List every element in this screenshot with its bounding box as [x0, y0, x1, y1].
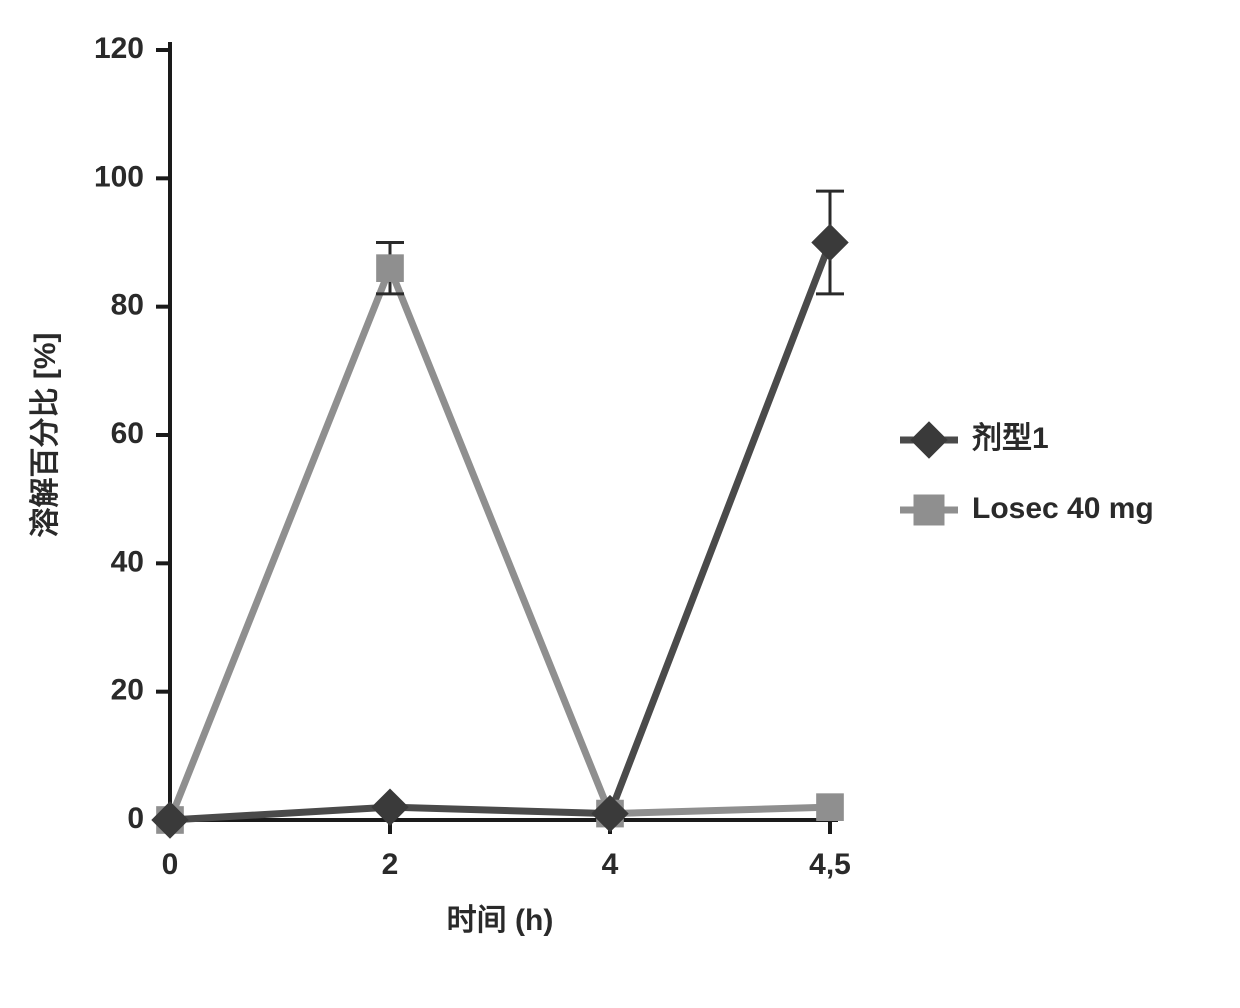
- x-axis-label: 时间 (h): [447, 904, 554, 937]
- y-axis-label: 溶解百分比 [%]: [28, 333, 62, 538]
- legend-label: 剂型1: [972, 422, 1049, 455]
- y-tick-label: 60: [111, 417, 144, 450]
- y-tick-label: 40: [111, 545, 144, 578]
- x-tick-label: 4: [602, 848, 619, 881]
- dissolution-chart: 0 20 40 60 80 100 120 0 2 4 4,5 时间 (h) 溶解百分比 [%] 剂型1 L…: [0, 0, 1240, 1008]
- y-tick-label: 120: [94, 32, 144, 65]
- x-tick-label: 4,5: [809, 848, 851, 881]
- x-tick-label: 0: [162, 848, 179, 881]
- x-tick-label: 2: [382, 848, 399, 881]
- y-tick-label: 100: [94, 160, 144, 193]
- y-tick-label: 20: [111, 674, 144, 707]
- y-tick-label: 0: [127, 802, 144, 835]
- legend-label: Losec 40 mg: [972, 492, 1154, 525]
- y-tick-label: 80: [111, 289, 144, 322]
